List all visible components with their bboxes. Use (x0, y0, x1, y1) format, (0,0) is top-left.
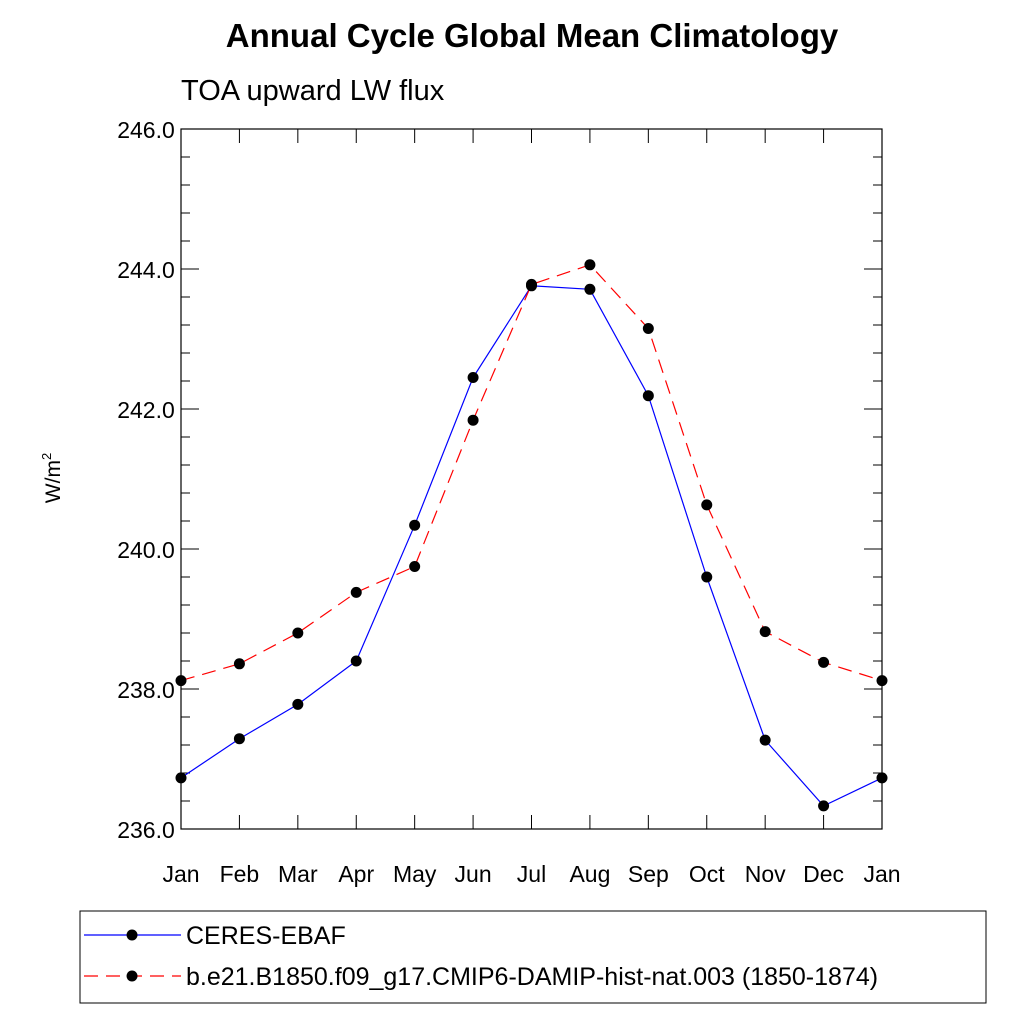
series-0-point (876, 772, 888, 784)
series-0-point (759, 734, 771, 746)
series-0-point (233, 733, 245, 745)
x-tick-label: Jan (863, 861, 900, 887)
y-tick-label: 236.0 (117, 817, 175, 843)
y-tick-label: 246.0 (117, 117, 175, 143)
x-tick-label: Apr (338, 861, 374, 887)
legend-item-ceres: CERES-EBAF (84, 922, 346, 950)
x-tick-label: Jan (162, 861, 199, 887)
series-1-point (350, 586, 362, 598)
y-axis-label-text: W/m (42, 460, 65, 503)
legend-item-model: b.e21.B1850.f09_g17.CMIP6-DAMIP-hist-nat… (84, 963, 878, 991)
series-1-point (584, 259, 596, 271)
plot-frame (180, 128, 883, 830)
legend-marker-ceres (126, 929, 138, 941)
series-0-point (175, 772, 187, 784)
series-1-point (642, 323, 654, 334)
series-0-point (701, 571, 713, 583)
y-tick-label: 240.0 (117, 537, 175, 563)
x-tick-label: Dec (803, 861, 844, 887)
y-tick-labels: 236.0 238.0 240.0 242.0 244.0 246.0 (117, 117, 175, 843)
series-1-point (526, 278, 537, 290)
chart-title: Annual Cycle Global Mean Climatology (226, 17, 839, 54)
series-1-point (701, 499, 713, 511)
series-0-point (642, 390, 654, 402)
y-axis-label-superscript: 2 (39, 453, 54, 460)
legend-marker-model (126, 970, 138, 982)
series-1-point (175, 675, 187, 687)
series-1-point (409, 561, 421, 572)
series-0-point (467, 372, 479, 383)
svg-text:W/m2: W/m2 (39, 453, 65, 503)
legend-box (79, 910, 987, 1004)
series-layer (175, 259, 888, 812)
series-0-point (584, 283, 596, 295)
series-line-0 (180, 285, 883, 807)
legend-label-ceres: CERES-EBAF (186, 922, 346, 950)
x-tick-label: Mar (278, 861, 318, 887)
y-tick-label: 242.0 (117, 397, 175, 423)
x-tick-label: Jun (455, 861, 492, 887)
x-tick-label: Feb (220, 861, 260, 887)
axis-ticks (180, 128, 883, 830)
series-1-point (233, 658, 245, 670)
series-line-1 (180, 264, 883, 682)
x-tick-label: Oct (689, 861, 725, 887)
series-0-point (292, 698, 304, 710)
series-1-point (876, 675, 888, 687)
series-1-point (759, 626, 771, 638)
x-tick-label: Aug (569, 861, 610, 887)
x-tick-label: Nov (745, 861, 786, 887)
legend-label-model: b.e21.B1850.f09_g17.CMIP6-DAMIP-hist-nat… (186, 963, 878, 991)
series-1-point (818, 656, 830, 668)
chart-subtitle: TOA upward LW flux (181, 75, 445, 107)
series-0-point (350, 655, 362, 667)
y-tick-label: 244.0 (117, 257, 175, 283)
x-tick-label: Sep (628, 861, 669, 887)
series-1-point (467, 414, 479, 426)
x-tick-label: Jul (517, 861, 546, 887)
series-0-point (818, 800, 830, 812)
y-axis-label: W/m2 (39, 453, 65, 503)
series-0-point (409, 519, 421, 531)
x-tick-label: May (393, 861, 437, 887)
series-1-point (292, 627, 304, 639)
y-tick-label: 238.0 (117, 677, 175, 703)
x-tick-labels: Jan Feb Mar Apr May Jun Jul Aug Sep Oct Nov Dec Jan (162, 861, 900, 887)
